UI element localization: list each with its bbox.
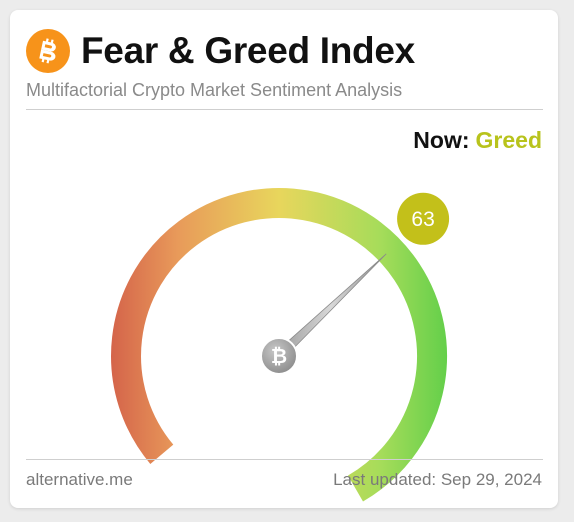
sentiment-gauge: ₿ 63 [111, 187, 450, 502]
gauge-value: 63 [411, 208, 434, 231]
now-label: Now: [413, 127, 470, 153]
last-updated: Last updated: Sep 29, 2024 [333, 470, 542, 489]
fear-greed-widget: Fear & Greed Index Multifactorial Crypto… [10, 10, 558, 508]
page-title: Fear & Greed Index [81, 30, 415, 71]
sentiment-classification: Greed [475, 127, 542, 153]
header-divider [26, 109, 543, 110]
svg-text:₿: ₿ [271, 344, 287, 368]
value-badge: 63 [397, 192, 450, 245]
source-label: alternative.me [26, 470, 133, 489]
bitcoin-logo-icon [26, 29, 70, 73]
footer-divider [26, 459, 543, 460]
needle-hub-bitcoin-icon: ₿ [260, 337, 298, 375]
current-sentiment: Now: Greed [413, 127, 542, 154]
page-subtitle: Multifactorial Crypto Market Sentiment A… [26, 80, 403, 100]
gauge-arc [111, 187, 447, 502]
